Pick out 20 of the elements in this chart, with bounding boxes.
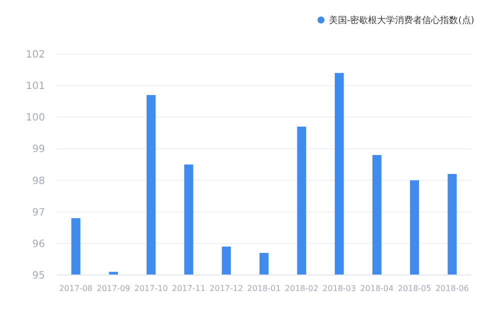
x-tick-label: 2018-02: [284, 284, 318, 293]
x-tick-label: 2018-06: [435, 284, 469, 293]
y-tick-label: 99: [32, 144, 45, 156]
x-tick-label: 2017-12: [210, 284, 244, 293]
y-tick-label: 96: [32, 238, 45, 250]
x-tick-label: 2017-08: [59, 284, 93, 293]
x-tick-label: 2017-09: [96, 284, 130, 293]
y-tick-label: 98: [32, 176, 45, 187]
y-tick-label: 102: [26, 50, 45, 60]
x-tick-label: 2017-10: [134, 284, 168, 293]
x-tick-label: 2018-03: [322, 284, 356, 293]
y-tick-label: 97: [32, 207, 45, 218]
x-tick-label: 2018-04: [360, 284, 394, 293]
y-tick-label: 100: [26, 112, 45, 124]
y-tick-label: 95: [32, 270, 45, 282]
x-tick-label: 2017-11: [172, 284, 206, 293]
legend-label: 美国-密歇根大学消费者信心指数(点): [329, 15, 474, 26]
x-tick-label: 2018-01: [247, 284, 281, 293]
y-tick-label: 101: [26, 81, 45, 92]
x-tick-label: 2018-05: [398, 284, 432, 293]
